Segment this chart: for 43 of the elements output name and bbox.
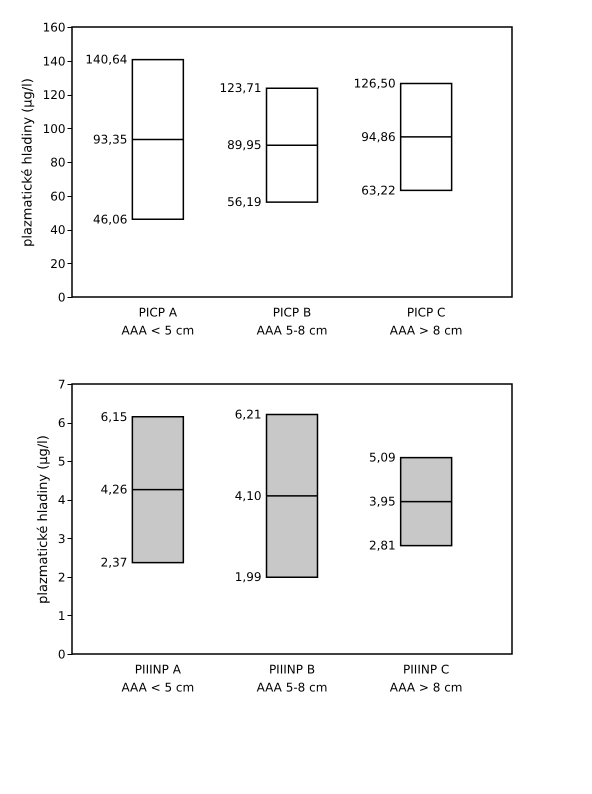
text: 126,50	[354, 76, 396, 91]
text: 4,10	[234, 488, 262, 503]
x-tick-label: PICP C AAA > 8 cm	[390, 306, 463, 338]
text: 56,19	[227, 195, 262, 210]
text: 1,99	[234, 570, 262, 584]
text: 140,64	[85, 52, 128, 67]
x-tick-label: PIIINP A AAA < 5 cm	[121, 662, 194, 694]
text: 123,71	[220, 81, 262, 96]
x-tick-label: PICP B AAA 5-8 cm	[256, 306, 328, 338]
y-tick-label: 140	[42, 54, 66, 68]
text: 4,26	[100, 482, 128, 497]
y-axis-title: plazmatické hladiny (µg/l)	[20, 78, 36, 247]
x-tick-label: PIIINP C AAA > 8 cm	[390, 662, 463, 694]
y-tick-label: 40	[50, 223, 66, 237]
x-tick-label: PICP A AAA < 5 cm	[121, 306, 194, 338]
y-tick-label: 3	[58, 532, 66, 546]
text: 6,21	[234, 407, 262, 422]
text: 63,22	[361, 183, 396, 198]
y-axis-title: plazmatické hladiny (µg/l)	[36, 435, 51, 604]
y-tick-label: 20	[50, 256, 66, 271]
x-tick-label: PIIINP B AAA 5-8 cm	[256, 662, 328, 694]
y-tick-label: 7	[58, 378, 66, 392]
y-tick-label: 100	[42, 122, 66, 136]
text: 2,37	[100, 556, 128, 570]
y-tick-label: 80	[50, 156, 66, 170]
y-tick-label: 2	[58, 570, 66, 584]
y-tick-label: 6	[58, 416, 66, 430]
y-tick-label: 4	[58, 493, 66, 508]
y-tick-label: 120	[42, 88, 66, 102]
y-tick-label: 60	[50, 189, 66, 204]
y-tick-label: 5	[58, 454, 66, 469]
y-tick-label: 160	[42, 20, 66, 34]
text: 3,95	[368, 494, 396, 509]
text: 6,15	[100, 410, 128, 424]
y-tick-label: 0	[58, 648, 66, 662]
y-tick-label: 0	[58, 290, 66, 304]
text: 5,09	[368, 450, 396, 465]
text: 46,06	[93, 212, 128, 226]
text: 89,95	[227, 138, 262, 152]
text: 93,35	[93, 132, 128, 146]
y-tick-label: 1	[58, 608, 66, 623]
text: 94,86	[361, 130, 396, 144]
text: 2,81	[368, 538, 396, 553]
